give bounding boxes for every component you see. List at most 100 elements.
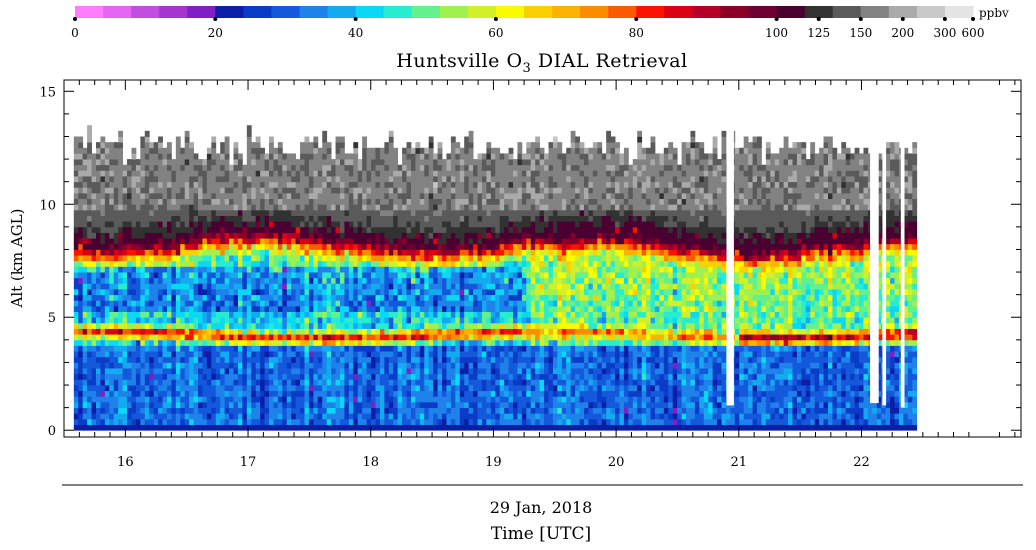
heatmap-cell [175, 215, 181, 222]
heatmap-cell [339, 322, 345, 329]
heatmap-cell [158, 322, 163, 329]
heatmap-cell [286, 260, 292, 267]
heatmap-cell [353, 294, 359, 301]
heatmap-cell [180, 170, 186, 177]
heatmap-cell [229, 300, 234, 307]
heatmap-cell [184, 385, 190, 392]
heatmap-cell [273, 204, 279, 211]
heatmap-cell [269, 368, 274, 375]
heatmap-cell [171, 159, 177, 166]
heatmap-cell [104, 153, 110, 160]
heatmap-cell [180, 181, 186, 188]
heatmap-cell [104, 238, 110, 245]
heatmap-cell [109, 283, 115, 290]
heatmap-cell [175, 294, 181, 301]
heatmap-cell [322, 300, 328, 307]
heatmap-cell [406, 379, 412, 386]
heatmap-cell [464, 311, 470, 318]
heatmap-cell [415, 345, 421, 352]
heatmap-cell [313, 424, 319, 431]
heatmap-cell [78, 328, 84, 335]
heatmap-cell [104, 187, 110, 194]
heatmap-cell [366, 300, 372, 307]
heatmap-cell [313, 238, 319, 245]
heatmap-cell [295, 368, 301, 375]
heatmap-cell [388, 226, 394, 233]
heatmap-cell [366, 164, 372, 171]
heatmap-cell [473, 192, 478, 200]
heatmap-cell [162, 300, 168, 307]
colorbar-swatch [888, 6, 918, 18]
heatmap-cell [428, 283, 434, 290]
heatmap-cell [406, 181, 412, 188]
heatmap-cell [122, 328, 128, 335]
heatmap-cell [486, 164, 492, 171]
heatmap-cell [273, 385, 279, 392]
heatmap-cell [415, 407, 421, 414]
heatmap-cell [308, 272, 314, 279]
heatmap-cell [304, 277, 310, 284]
heatmap-cell [348, 260, 354, 267]
heatmap-cell [273, 362, 279, 369]
heatmap-cell [246, 351, 252, 358]
heatmap-cell [113, 345, 119, 352]
colorbar-tick [353, 17, 358, 21]
heatmap-cell [317, 311, 323, 318]
heatmap-cell [464, 226, 470, 233]
heatmap-cell [348, 322, 354, 329]
heatmap-cell [140, 243, 146, 250]
heatmap-cell [131, 221, 137, 228]
heatmap-cell [495, 255, 501, 262]
heatmap-cell [486, 322, 492, 329]
heatmap-cell [459, 266, 465, 273]
heatmap-cell [455, 142, 461, 149]
heatmap-cell [104, 147, 110, 154]
heatmap-cell [437, 356, 443, 363]
heatmap-cell [415, 272, 421, 279]
heatmap-cell [442, 407, 447, 414]
heatmap-cell [91, 396, 97, 403]
heatmap-cell [184, 277, 190, 284]
heatmap-cell [78, 204, 84, 211]
colorbar-swatch [271, 6, 301, 18]
heatmap-cell [437, 226, 443, 233]
heatmap-cell [109, 424, 115, 431]
heatmap-cell [144, 130, 150, 137]
heatmap-cell [215, 373, 221, 380]
heatmap-cell [410, 272, 416, 279]
heatmap-cell [104, 407, 110, 414]
heatmap-cell [113, 334, 119, 341]
heatmap-cell [246, 147, 252, 154]
heatmap-cell [104, 277, 110, 284]
heatmap-cell [335, 396, 341, 403]
heatmap-cell [442, 322, 447, 329]
heatmap-cell [339, 266, 345, 273]
heatmap-cell [468, 272, 474, 279]
heatmap-cell [269, 277, 274, 284]
heatmap-cell [490, 339, 496, 346]
heatmap-cell [206, 368, 212, 375]
heatmap-cell [344, 209, 350, 216]
heatmap-cell [415, 238, 421, 245]
heatmap-cell [348, 243, 354, 250]
heatmap-cell [388, 339, 394, 346]
heatmap-cell [490, 418, 496, 425]
heatmap-cell [100, 322, 106, 329]
heatmap-cell [73, 362, 79, 369]
heatmap-cell [464, 232, 470, 239]
heatmap-cell [162, 311, 168, 318]
heatmap-cell [233, 255, 239, 262]
heatmap-cell [220, 283, 226, 290]
heatmap-cell [237, 396, 243, 403]
heatmap-cell [282, 277, 288, 284]
heatmap-cell [149, 390, 155, 397]
heatmap-cell [224, 221, 230, 228]
heatmap-cell [162, 277, 168, 284]
heatmap-cell [317, 339, 323, 346]
heatmap-cell [113, 396, 119, 403]
heatmap-cell [286, 334, 292, 341]
heatmap-cell [295, 317, 301, 324]
heatmap-cell [331, 390, 336, 397]
heatmap-cell [144, 362, 150, 369]
heatmap-cell [229, 317, 234, 324]
